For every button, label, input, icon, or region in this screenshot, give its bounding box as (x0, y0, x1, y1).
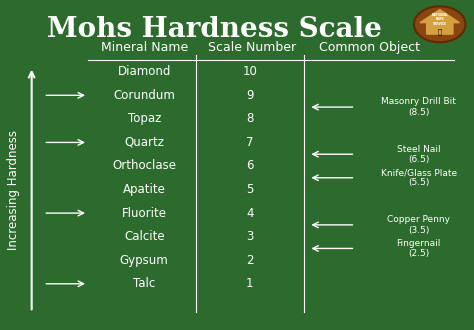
Text: Common Object: Common Object (319, 41, 420, 54)
Text: 🦬: 🦬 (438, 28, 442, 35)
Text: Diamond: Diamond (118, 65, 171, 78)
Text: 3: 3 (246, 230, 254, 243)
Text: Gypsum: Gypsum (120, 254, 169, 267)
Polygon shape (420, 10, 459, 34)
Text: 4: 4 (246, 207, 254, 219)
Text: Topaz: Topaz (128, 112, 161, 125)
Text: 6: 6 (246, 159, 254, 173)
Text: Corundum: Corundum (113, 89, 175, 102)
Text: Mineral Name: Mineral Name (100, 41, 188, 54)
Text: Talc: Talc (133, 277, 155, 290)
Text: Apatite: Apatite (123, 183, 166, 196)
Text: Masonry Drill Bit
(8.5): Masonry Drill Bit (8.5) (381, 97, 456, 117)
Text: Steel Nail
(6.5): Steel Nail (6.5) (397, 145, 440, 164)
Text: 2: 2 (246, 254, 254, 267)
Text: 7: 7 (246, 136, 254, 149)
Text: Copper Penny
(3.5): Copper Penny (3.5) (387, 215, 450, 235)
Text: 9: 9 (246, 89, 254, 102)
Text: Knife/Glass Plate
(5.5): Knife/Glass Plate (5.5) (381, 168, 457, 187)
Circle shape (414, 6, 465, 42)
Text: Increasing Hardness: Increasing Hardness (7, 130, 20, 249)
Text: Orthoclase: Orthoclase (112, 159, 176, 173)
Text: Calcite: Calcite (124, 230, 164, 243)
Text: Fluorite: Fluorite (122, 207, 167, 219)
Text: Scale Number: Scale Number (208, 41, 296, 54)
Text: 10: 10 (242, 65, 257, 78)
Text: 5: 5 (246, 183, 254, 196)
Text: 1: 1 (246, 277, 254, 290)
Text: Quartz: Quartz (124, 136, 164, 149)
Text: Fingernail
(2.5): Fingernail (2.5) (396, 239, 441, 258)
Text: 8: 8 (246, 112, 254, 125)
Text: NATIONAL
PARK
SERVICE: NATIONAL PARK SERVICE (431, 13, 448, 26)
Text: Mohs Hardness Scale: Mohs Hardness Scale (47, 16, 382, 43)
